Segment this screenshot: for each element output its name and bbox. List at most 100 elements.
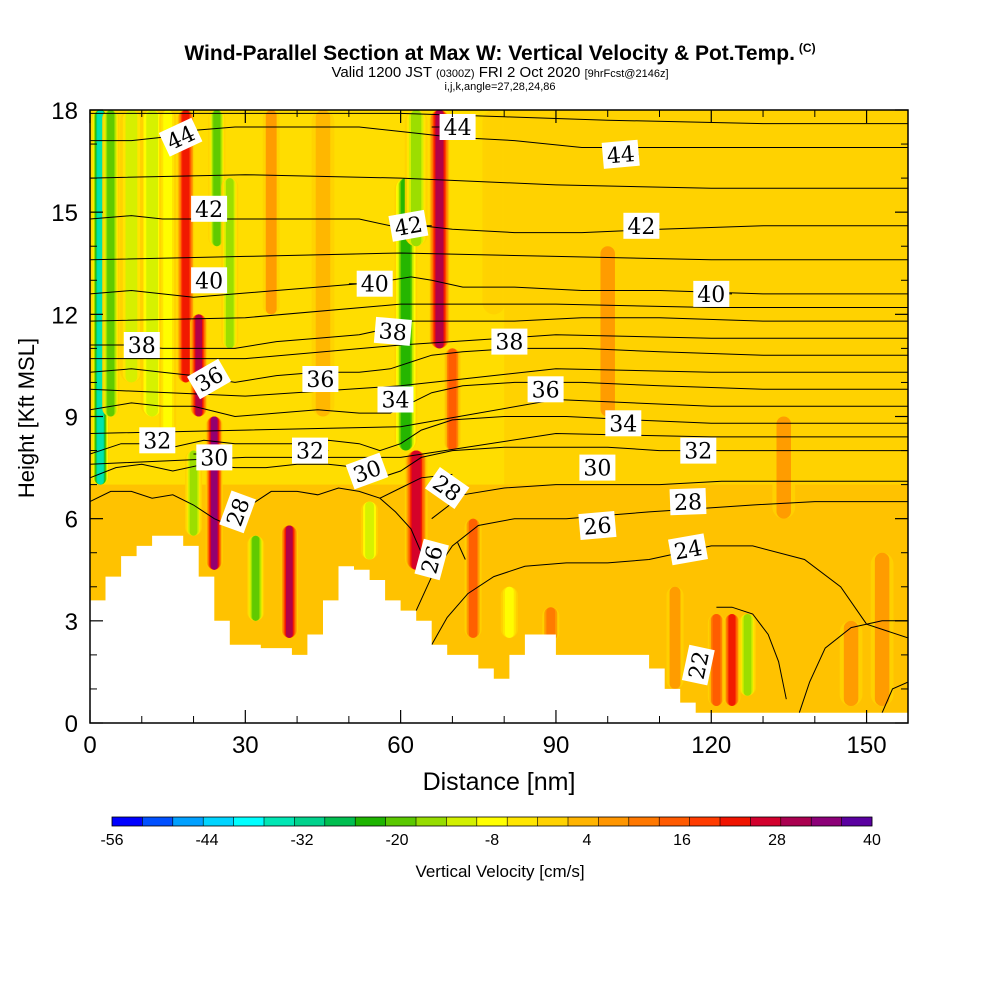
colorbar-swatch bbox=[142, 817, 174, 826]
colorbar-swatch bbox=[720, 817, 751, 826]
colorbar-frame bbox=[111, 816, 873, 827]
colorbar-tick-label: -44 bbox=[195, 832, 218, 849]
isentrope-label-box bbox=[356, 270, 393, 297]
colorbar-tick-label: -8 bbox=[485, 832, 499, 849]
isentrope-label-box bbox=[439, 114, 476, 140]
isentrope-label: 40 bbox=[693, 280, 730, 308]
colorbar-tick-label: -56 bbox=[100, 832, 123, 849]
velocity-band bbox=[712, 614, 721, 706]
isentrope-label-text: 42 bbox=[627, 215, 655, 240]
colorbar-swatch bbox=[264, 817, 295, 826]
isentrope-24 bbox=[881, 681, 908, 713]
colorbar-swatch bbox=[233, 817, 265, 826]
isentrope-label: 42 bbox=[191, 195, 228, 223]
colorbar-swatch bbox=[203, 817, 234, 826]
isentrope-label-box bbox=[668, 533, 708, 566]
y-tick-label: 6 bbox=[65, 507, 78, 534]
isentrope-label: 34 bbox=[605, 410, 642, 437]
terrain-mask bbox=[90, 535, 908, 723]
colorbar-swatch bbox=[689, 817, 721, 826]
isentrope-label: 32 bbox=[680, 437, 717, 465]
colorbar-tick-label: 40 bbox=[863, 832, 881, 849]
isentrope-label: 40 bbox=[191, 267, 228, 294]
isentrope-label-box bbox=[424, 467, 470, 509]
colorbar-swatch bbox=[598, 817, 630, 826]
y-tick-label: 18 bbox=[51, 98, 78, 125]
isentrope-label: 36 bbox=[527, 376, 564, 403]
isentrope-label-text: 42 bbox=[195, 198, 223, 223]
isentrope-label-text: 26 bbox=[582, 513, 612, 540]
isentrope-label-box bbox=[388, 209, 429, 242]
colorbar-tick-label: 28 bbox=[768, 832, 786, 849]
isentrope-label: 30 bbox=[579, 454, 616, 482]
velocity-band bbox=[225, 178, 234, 349]
isentrope-label: 32 bbox=[139, 427, 176, 454]
isentrope-label-text: 38 bbox=[378, 319, 408, 346]
y-tick-label: 3 bbox=[65, 609, 78, 636]
isentrope-label-box bbox=[191, 267, 228, 294]
isentrope-label-box bbox=[196, 444, 233, 471]
colorbar-tick-label: -32 bbox=[290, 832, 313, 849]
copyright-mark: (C) bbox=[798, 41, 816, 55]
isentrope-label-box bbox=[414, 538, 449, 581]
velocity-band bbox=[213, 110, 221, 247]
isentrope-label-text: 24 bbox=[672, 536, 704, 565]
colorbar-swatch bbox=[659, 817, 690, 826]
isentrope-label: 40 bbox=[356, 270, 393, 298]
isentrope-label-box bbox=[292, 437, 328, 464]
chart-subtitle: Valid 1200 JST (0300Z) FRI 2 Oct 2020 [9… bbox=[0, 65, 1000, 82]
velocity-band bbox=[448, 348, 457, 451]
velocity-band bbox=[252, 535, 260, 621]
isentrope-label-text: 28 bbox=[674, 490, 703, 516]
velocity-band bbox=[504, 586, 514, 638]
x-tick-label: 30 bbox=[232, 732, 259, 759]
colorbar-swatch bbox=[416, 817, 447, 826]
isentrope-label-text: 44 bbox=[444, 116, 472, 141]
colorbar-swatch bbox=[568, 817, 599, 826]
isentrope-label-box bbox=[187, 358, 232, 400]
x-tick-label: 90 bbox=[543, 732, 570, 759]
colorbar-tick-label: -20 bbox=[385, 832, 408, 849]
y-tick-label: 0 bbox=[65, 711, 78, 738]
isentrope-label-box bbox=[623, 212, 660, 239]
velocity-band bbox=[435, 110, 444, 349]
colorbar-swatch bbox=[780, 817, 812, 826]
isentrope-label: 38 bbox=[491, 328, 528, 356]
isentrope-label-text: 40 bbox=[195, 269, 223, 294]
colorbar-swatch bbox=[355, 817, 386, 826]
valid-date: FRI 2 Oct 2020 bbox=[478, 64, 581, 81]
isentrope-34 bbox=[90, 381, 908, 418]
isentrope-label-box bbox=[158, 117, 203, 157]
isentrope-41 bbox=[90, 252, 908, 261]
velocity-band bbox=[285, 525, 293, 638]
velocity-band bbox=[211, 416, 218, 570]
velocity-band bbox=[315, 110, 331, 417]
isentrope-label-box bbox=[605, 410, 642, 437]
isentrope-33 bbox=[90, 398, 908, 434]
isentrope-22 bbox=[716, 606, 787, 700]
isentrope-label: 32 bbox=[292, 437, 328, 465]
isentrope-label-box bbox=[373, 316, 412, 346]
velocity-band bbox=[743, 614, 752, 696]
forecast-info: [9hrFcst@2146z] bbox=[584, 68, 669, 80]
velocity-band bbox=[182, 110, 190, 383]
velocity-band bbox=[265, 110, 277, 315]
isentrope-label-box bbox=[377, 386, 414, 413]
colorbar-swatch bbox=[172, 817, 204, 826]
colorbar-swatch bbox=[628, 817, 660, 826]
isentrope-24 bbox=[431, 545, 908, 645]
isentrope-label-text: 22 bbox=[685, 649, 715, 682]
utc-time: (0300Z) bbox=[435, 68, 475, 80]
velocity-band bbox=[776, 416, 791, 519]
colorbar-tick-label: 16 bbox=[673, 832, 691, 849]
isentrope-label-box bbox=[139, 427, 176, 454]
velocity-band bbox=[163, 110, 173, 451]
isentrope-label-box bbox=[219, 490, 256, 534]
isentrope-label-text: 34 bbox=[382, 389, 410, 414]
isentrope-26 bbox=[457, 542, 466, 560]
velocity-band bbox=[486, 110, 502, 315]
isentrope-label-text: 36 bbox=[306, 368, 334, 393]
valid-time: Valid 1200 JST bbox=[331, 64, 432, 81]
velocity-band bbox=[97, 110, 104, 485]
x-tick-label: 0 bbox=[83, 732, 96, 759]
